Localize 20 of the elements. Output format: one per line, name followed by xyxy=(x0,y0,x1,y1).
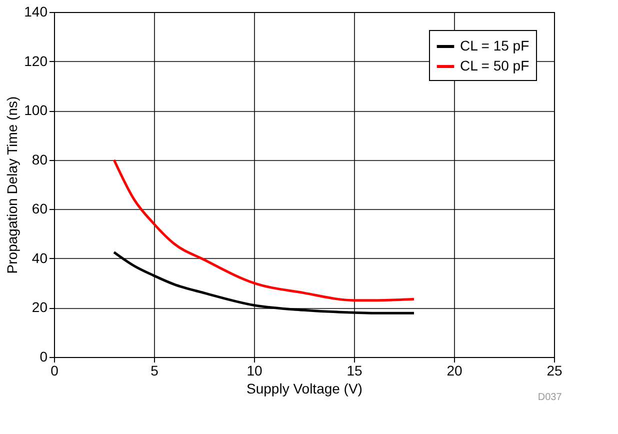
y-tick-label: 100 xyxy=(24,102,48,118)
legend-label: CL = 50 pF xyxy=(460,58,530,74)
y-tick-label: 80 xyxy=(32,151,48,168)
y-tick-label: 40 xyxy=(32,250,48,266)
x-tick-label: 0 xyxy=(50,362,59,378)
x-axis-title: Supply Voltage (V) xyxy=(246,380,362,396)
x-tick-label: 15 xyxy=(346,362,362,378)
x-tick-label: 20 xyxy=(446,362,462,378)
y-axis-title: Propagation Delay Time (ns) xyxy=(4,96,20,274)
y-tick-label: 140 xyxy=(24,4,48,20)
x-tick-label: 10 xyxy=(246,362,262,378)
text: D037 xyxy=(538,392,562,403)
y-tick-label: 120 xyxy=(24,52,48,69)
x-tick-label: 5 xyxy=(150,362,159,378)
x-tick-label: 25 xyxy=(546,362,562,378)
y-tick-label: 0 xyxy=(40,348,48,364)
line-series xyxy=(112,158,416,302)
y-tick-label: 20 xyxy=(32,299,48,316)
y-tick-label: 60 xyxy=(32,200,48,217)
legend-label: CL = 15 pF xyxy=(460,38,530,54)
